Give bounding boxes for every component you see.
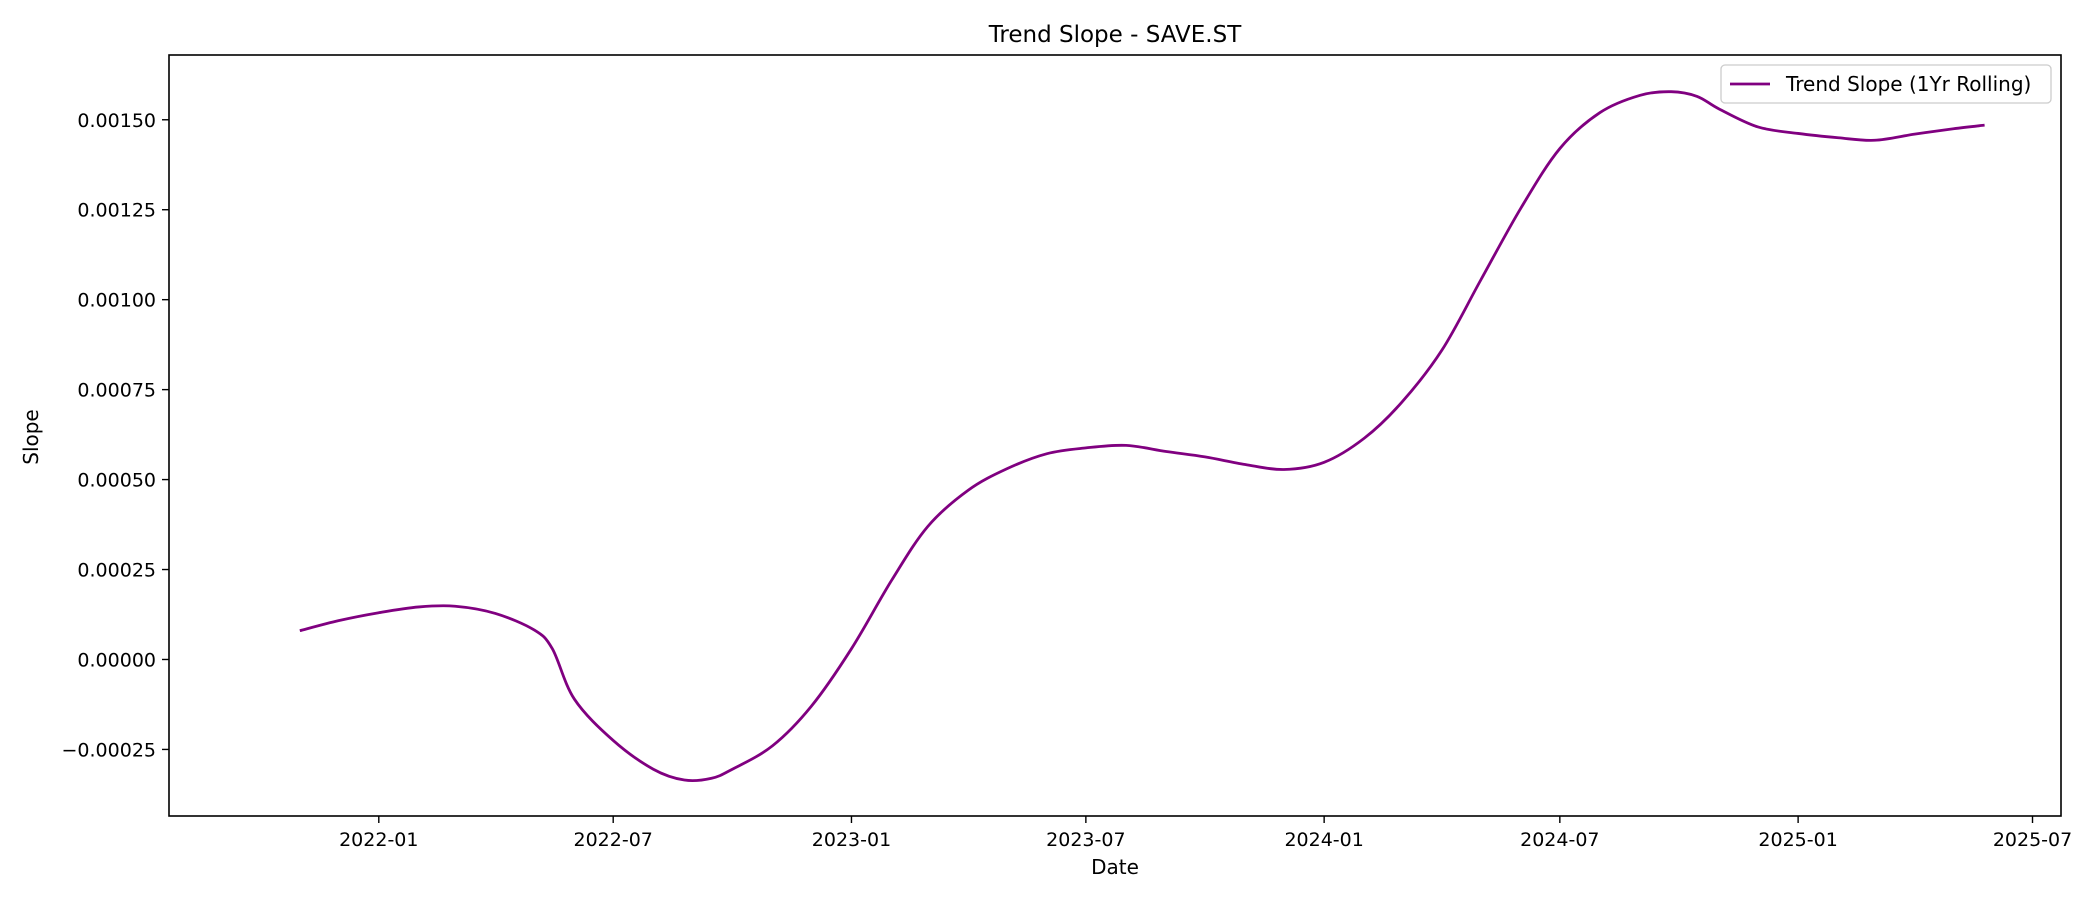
series-layer <box>299 90 1985 783</box>
y-tick-label: 0.00000 <box>77 649 156 671</box>
plot-area-frame <box>168 54 2062 817</box>
y-tick-label: 0.00100 <box>77 290 156 312</box>
y-tick-label: −0.00025 <box>62 739 157 761</box>
x-tick-label: 2024-01 <box>1284 829 1363 851</box>
legend-label: Trend Slope (1Yr Rolling) <box>1785 72 2031 96</box>
x-axis-label: Date <box>1091 855 1139 879</box>
y-tick-label: 0.00050 <box>77 470 156 492</box>
legend-box <box>1720 64 2052 104</box>
x-tick-label: 2024-07 <box>1520 829 1599 851</box>
y-tick-label: 0.00150 <box>77 110 156 132</box>
x-tick-label: 2022-07 <box>573 829 652 851</box>
x-tick-label: 2025-01 <box>1758 829 1837 851</box>
x-axis-ticks: 2022-01 2022-07 2023-01 2023-07 2024-01 2024-… <box>339 816 2072 851</box>
x-tick-label: 2025-07 <box>1993 829 2072 851</box>
x-tick-label: 2023-01 <box>812 829 891 851</box>
y-axis-ticks: −0.00025 0.00000 0.00025 0.00050 0.00075 0.00… <box>62 110 169 761</box>
y-tick-label: 0.00125 <box>77 200 156 222</box>
y-tick-label: 0.00075 <box>77 380 156 402</box>
legend: Trend Slope (1Yr Rolling) <box>1720 64 2052 104</box>
series-line-trend-slope <box>299 90 1985 783</box>
x-tick-label: 2022-01 <box>339 829 418 851</box>
y-axis-label: Slope <box>19 409 43 465</box>
y-tick-label: 0.00025 <box>77 560 156 582</box>
x-tick-label: 2023-07 <box>1046 829 1125 851</box>
chart-title: Trend Slope - SAVE.ST <box>988 22 1242 48</box>
